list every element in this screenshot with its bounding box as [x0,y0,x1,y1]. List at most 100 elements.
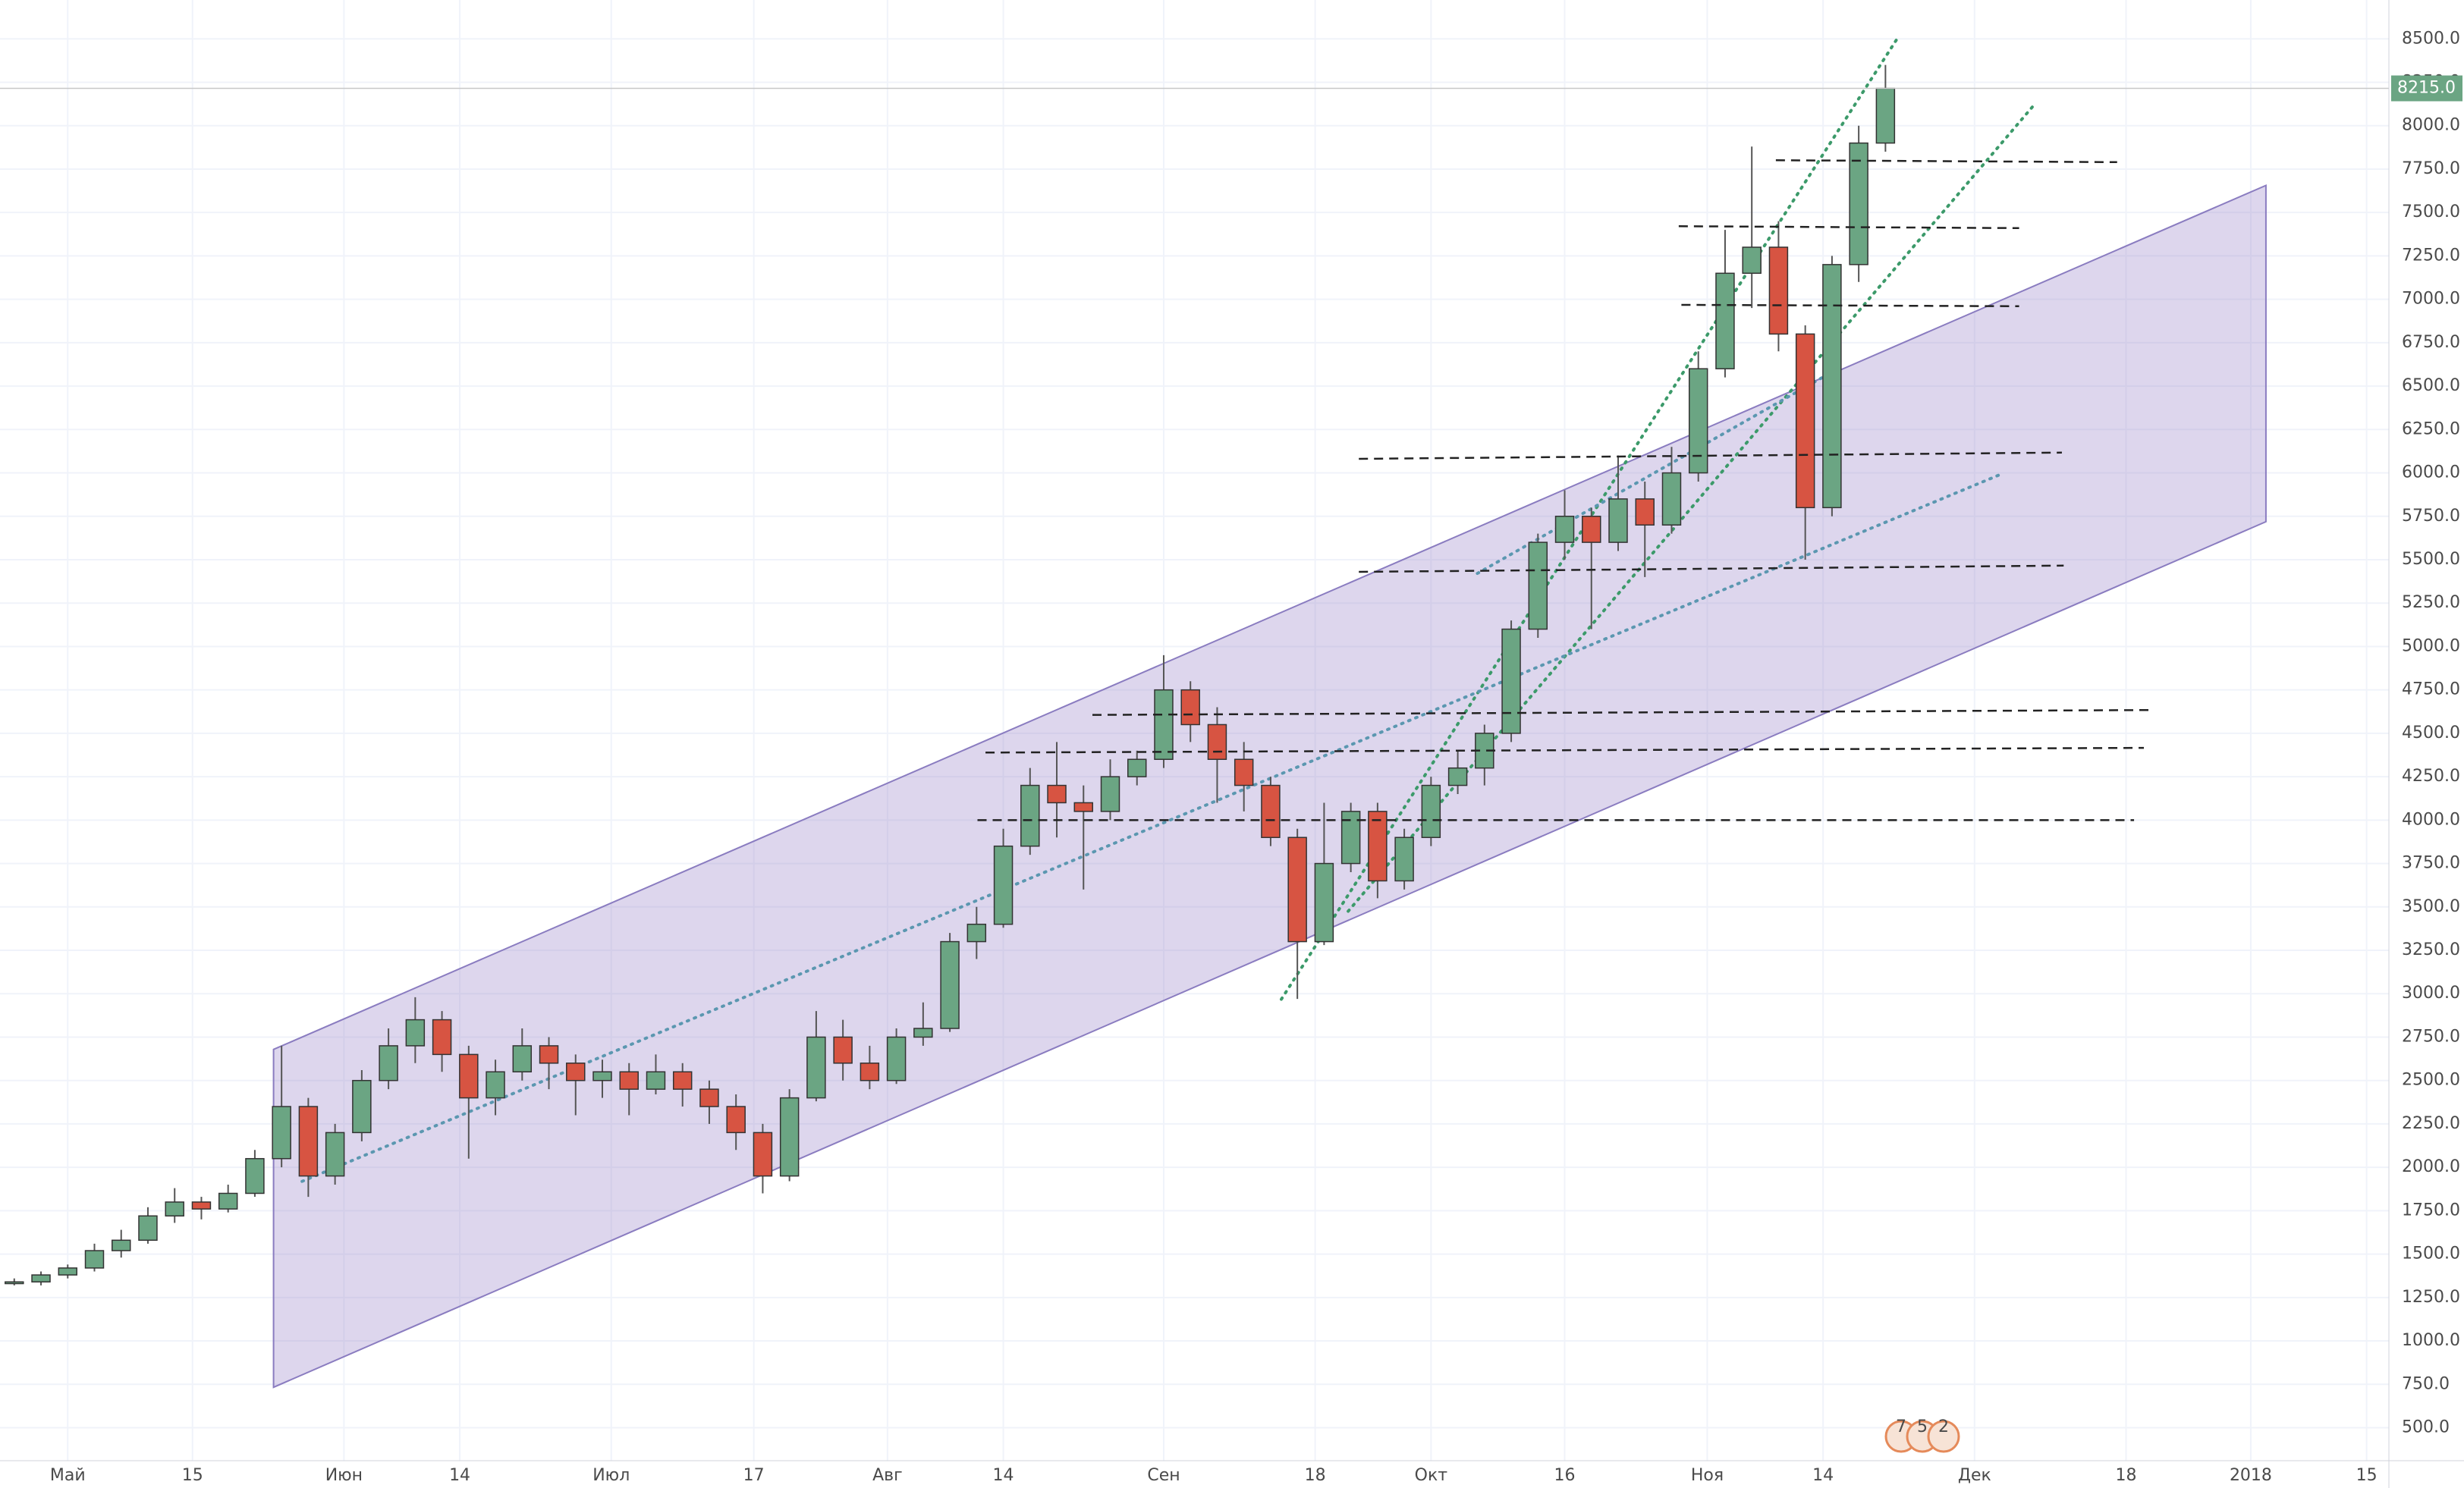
x-tick-label: Авг [872,1466,903,1485]
y-tick-label: 6000.0 [2402,463,2460,482]
x-tick-label: 17 [743,1466,765,1485]
level-line [1678,225,2019,230]
x-tick-label: Июн [325,1466,363,1485]
trend-line [1476,375,1825,576]
y-tick-label: 3500.0 [2402,897,2460,916]
y-tick-label: 5000.0 [2402,636,2460,655]
y-tick-label: 7250.0 [2402,246,2460,265]
y-tick-label: 500.0 [2402,1418,2450,1437]
candle-body [1234,758,1254,786]
x-tick-label: 15 [2356,1466,2378,1485]
candle-body [913,1028,933,1038]
y-tick-label: 2750.0 [2402,1027,2460,1046]
y-tick-label: 1750.0 [2402,1201,2460,1220]
candle-body [1340,811,1361,865]
candle-body [1314,862,1334,943]
y-tick-label: 750.0 [2402,1374,2450,1393]
x-tick-label: Дек [1958,1466,1991,1485]
candle-body [245,1157,265,1194]
candle-body [325,1132,345,1177]
candle-body [1768,246,1789,335]
x-tick-label: Окт [1415,1466,1448,1485]
y-tick-label: 1500.0 [2402,1245,2460,1264]
candle-body [218,1192,238,1210]
level-line [1775,159,2117,164]
candle-body [619,1071,639,1090]
candle-body [1635,498,1655,526]
candle-body [886,1036,907,1081]
candle-body [272,1106,291,1160]
x-tick-label: 18 [2116,1466,2137,1485]
y-tick-label: 4500.0 [2402,724,2460,742]
candle-body [1421,784,1441,838]
candle-body [1582,516,1601,543]
candle-body [860,1063,880,1081]
event-marker-label: 2 [1938,1417,1949,1436]
x-tick-label: 16 [1554,1466,1576,1485]
plot-area [0,0,2389,1461]
candle-body [566,1063,586,1081]
candle-body [1822,264,1842,509]
last-price-label: 8215.0 [2397,79,2456,98]
level-line [1359,451,2062,460]
x-tick-label: Май [50,1466,86,1485]
x-tick-label: 15 [182,1466,203,1485]
candle-body [806,1036,826,1099]
candle-body [165,1201,184,1216]
candle-body [1715,272,1735,369]
candle-body [298,1106,319,1177]
event-marker-label: 7 [1896,1417,1906,1436]
candle-body [1661,472,1682,526]
last-price-box [2391,75,2462,102]
candle-body [1528,542,1548,630]
candle-body [1849,142,1868,265]
y-tick-label: 6500.0 [2402,376,2460,395]
y-tick-label: 3000.0 [2402,984,2460,1003]
y-tick-label: 5750.0 [2402,507,2460,526]
candle-body [1020,784,1040,847]
x-tick-label: Сен [1147,1466,1180,1485]
candle-body [191,1201,212,1210]
candle-body [592,1071,612,1081]
candle-body [1207,724,1227,760]
candle-body [31,1274,51,1282]
candle-body [379,1045,398,1081]
x-tick-label: Июл [592,1466,630,1485]
y-tick-label: 3250.0 [2402,940,2460,959]
candle-body [940,940,960,1029]
event-marker [1927,1420,1960,1453]
candle-body [699,1088,719,1107]
candle-body [646,1071,666,1090]
y-tick-label: 6250.0 [2402,419,2460,438]
y-tick-label: 6750.0 [2402,333,2460,352]
y-tick-label: 1250.0 [2402,1288,2460,1307]
candle-body [1688,368,1708,474]
x-tick-label: 14 [993,1466,1014,1485]
candle-body [405,1019,426,1047]
candle-body [539,1045,559,1064]
candle-body [459,1053,479,1099]
candle-body [138,1215,158,1242]
event-marker-label: 5 [1917,1417,1928,1436]
y-tick-label: 4250.0 [2402,767,2460,786]
candle-body [5,1281,24,1285]
y-tick-label: 2250.0 [2402,1114,2460,1133]
candle-body [1154,689,1174,760]
y-tick-label: 4000.0 [2402,810,2460,829]
y-tick-label: 7000.0 [2402,290,2460,309]
candle-body [833,1036,853,1064]
candle-body [966,923,987,943]
candle-body [58,1267,77,1276]
candle-body [1795,333,1815,509]
level-line [985,746,2145,754]
x-tick-label: 2018 [2230,1466,2272,1485]
candle-body [1073,802,1093,812]
candle-body [1394,837,1414,882]
level-line [1092,708,2153,716]
candle-body [1127,758,1147,777]
trend-line [300,472,2002,1183]
candle-body [1875,87,1896,144]
x-tick-label: 14 [1812,1466,1834,1485]
candle-body [1287,837,1307,943]
